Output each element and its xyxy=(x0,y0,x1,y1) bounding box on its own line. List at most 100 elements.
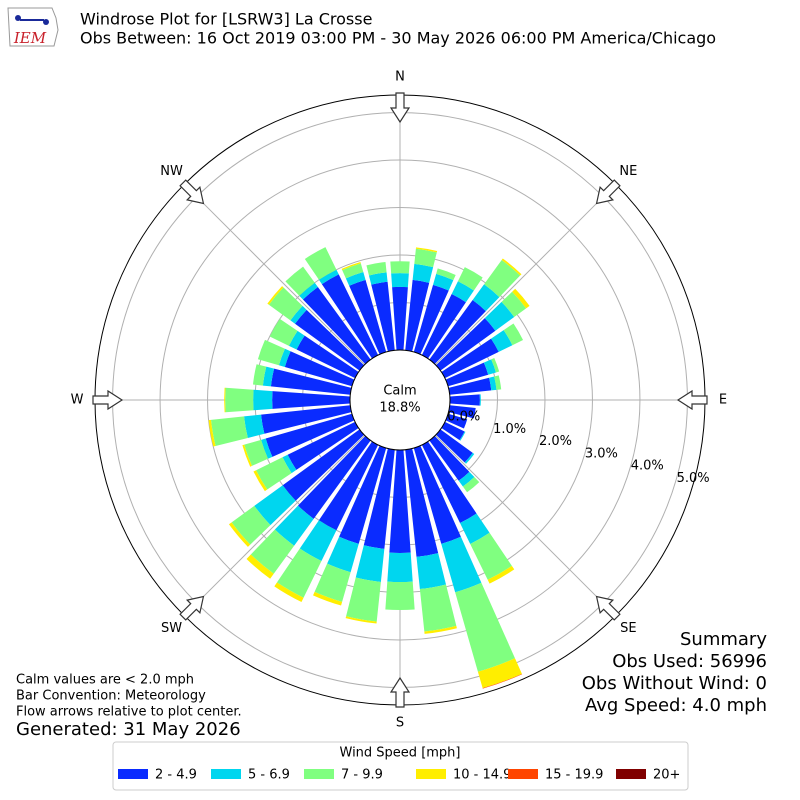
grid-spoke xyxy=(183,435,365,617)
bar-segment xyxy=(448,377,492,395)
r-tick-label: 4.0% xyxy=(631,459,664,474)
bar-segment xyxy=(304,247,337,280)
bar-segment xyxy=(483,359,496,375)
bar-segment xyxy=(416,553,446,590)
chart-subtitle: Obs Between: 16 Oct 2019 03:00 PM - 30 M… xyxy=(80,29,716,48)
bar-segment xyxy=(445,362,489,387)
bar-segment xyxy=(342,263,364,279)
direction-label: S xyxy=(396,716,404,731)
bar-segment xyxy=(501,291,527,318)
bar-segment xyxy=(462,476,480,493)
bar-segment xyxy=(390,261,410,274)
bar-segment xyxy=(265,413,355,457)
bar-segment xyxy=(392,286,408,351)
bar-segment xyxy=(299,520,337,562)
bar-segment xyxy=(244,439,268,466)
bar-segment xyxy=(210,416,248,446)
bar-segment xyxy=(421,441,477,524)
logo-dot xyxy=(15,15,21,21)
bar-segment xyxy=(455,582,515,672)
legend: Wind Speed [mph] 2 - 4.9 5 - 6.9 7 - 9.9 10… xyxy=(112,741,689,791)
flow-arrow xyxy=(389,92,411,124)
summary-title: Summary xyxy=(680,629,767,650)
bar-segment xyxy=(412,263,434,283)
bar-segment xyxy=(464,452,475,464)
direction-label: W xyxy=(71,393,84,408)
bar-segment xyxy=(253,389,273,411)
grid-spoke xyxy=(183,183,365,365)
bar-segment xyxy=(482,673,523,689)
flow-arrow xyxy=(595,595,621,621)
bar-segment xyxy=(491,358,500,373)
bar-segment xyxy=(278,348,291,367)
legend-label: 20+ xyxy=(653,768,680,783)
bar-segment xyxy=(246,554,274,579)
bar-segment xyxy=(494,375,502,390)
legend-label: 5 - 6.9 xyxy=(248,768,290,783)
bar-segment xyxy=(295,309,365,371)
chart-title: Windrose Plot for [LSRW3] La Crosse xyxy=(80,10,372,29)
bar-segment xyxy=(405,279,430,352)
bar-segment xyxy=(282,454,297,474)
direction-label: NE xyxy=(619,164,637,179)
bar-segment xyxy=(436,268,456,281)
logo-text: IEM xyxy=(13,29,47,47)
bar-segment xyxy=(477,658,522,689)
bar-segment xyxy=(435,429,473,463)
bar-segment xyxy=(318,441,379,531)
generated: Generated: 31 May 2026 xyxy=(16,719,241,740)
calm-label: Calm xyxy=(383,384,416,399)
bar-segment xyxy=(479,394,481,406)
bar-segment xyxy=(387,552,413,583)
grid-spoke xyxy=(435,435,617,617)
r-tick-label: 3.0% xyxy=(585,446,618,461)
bar-segment xyxy=(299,282,318,300)
legend-swatch xyxy=(118,769,148,779)
calm-value: 18.8% xyxy=(379,401,420,416)
bar-segment xyxy=(355,545,385,582)
bar-segment xyxy=(297,435,371,519)
calm-circle xyxy=(349,349,451,451)
summary-line: Obs Without Wind: 0 xyxy=(582,673,767,694)
r-tick-label: 0.0% xyxy=(447,410,480,425)
r-tick-label: 5.0% xyxy=(677,471,710,486)
bar-segment xyxy=(327,536,359,573)
bar-segment xyxy=(274,505,314,546)
direction-label: E xyxy=(719,393,727,408)
legend-label: 7 - 9.9 xyxy=(341,768,383,783)
bar-segment xyxy=(363,448,395,549)
note: Flow arrows relative to plot center. xyxy=(16,705,242,720)
bar-segment xyxy=(441,421,465,441)
flow-arrow xyxy=(389,676,411,708)
bar-segment xyxy=(345,616,377,624)
bar-segment xyxy=(445,413,468,429)
bar-segment xyxy=(389,449,411,554)
legend-swatch xyxy=(416,769,446,779)
bar-segment xyxy=(254,485,296,526)
bar-segment xyxy=(228,522,251,547)
legend-swatch xyxy=(616,769,646,779)
bar-segment xyxy=(282,429,365,501)
note: Bar Convention: Meteorology xyxy=(16,689,206,704)
bar-segment xyxy=(296,335,359,379)
flow-arrow xyxy=(179,595,205,621)
bar-segment xyxy=(429,435,470,481)
bar-segment xyxy=(318,269,339,285)
bar-segment xyxy=(252,364,267,386)
bar-segment xyxy=(321,274,379,359)
bar-segment xyxy=(413,445,461,544)
bar-segment xyxy=(257,339,285,366)
bar-segment xyxy=(366,261,387,276)
bar-segment xyxy=(413,284,449,355)
bar-segment xyxy=(346,577,381,622)
logo: IEM xyxy=(7,7,59,47)
bar-segment xyxy=(244,414,265,438)
bar-segment xyxy=(433,273,454,291)
bar-segment xyxy=(341,262,361,271)
bar-segment xyxy=(405,448,439,557)
flow-arrow xyxy=(676,389,708,411)
bar-segment xyxy=(256,457,292,490)
bar-segment xyxy=(501,258,522,276)
legend-swatch xyxy=(304,769,334,779)
